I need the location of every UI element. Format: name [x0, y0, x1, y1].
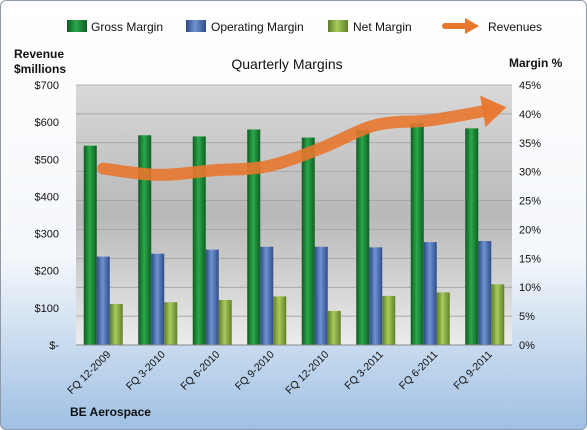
- bar-gross-margin: [192, 136, 206, 345]
- left-tick-label: $200: [35, 266, 59, 278]
- category-labels: FQ 12-2009 FQ 3-2010 FQ 6-2010 FQ 9-2010 FQ …: [65, 349, 495, 397]
- bar-gross-margin: [356, 130, 370, 345]
- right-tick-label: 0%: [519, 340, 535, 352]
- left-tick-label: $700: [35, 80, 59, 92]
- bar-operating-margin: [151, 253, 165, 345]
- bar-net-margin: [382, 295, 396, 345]
- bar-net-margin: [491, 284, 505, 345]
- revenue-line-group: [97, 95, 507, 181]
- right-tick-label: 5%: [519, 311, 535, 323]
- bar-gross-margin: [247, 129, 261, 345]
- category-label: FQ 3-2011: [342, 349, 386, 393]
- category-label: FQ 12-2010: [283, 349, 331, 397]
- legend-label-operating-margin: Operating Margin: [211, 20, 304, 34]
- revenue-arrowhead: [480, 95, 507, 128]
- bar-gross-margin: [465, 128, 479, 345]
- legend-label-net-margin: Net Margin: [353, 20, 412, 34]
- right-tick-label: 45%: [519, 80, 541, 92]
- legend-label-gross-margin: Gross Margin: [91, 20, 163, 34]
- bar-net-margin: [164, 302, 178, 345]
- bar-operating-margin: [478, 241, 492, 345]
- bar-gross-margin: [301, 137, 315, 345]
- right-tick-label: 20%: [519, 224, 541, 236]
- bar-operating-margin: [314, 246, 328, 345]
- bar-gross-margin: [410, 123, 424, 345]
- right-axis-title: Margin %: [509, 56, 563, 70]
- left-axis-title-line1: Revenue: [14, 47, 64, 61]
- legend-swatch-gross-margin: [67, 20, 87, 32]
- bar-operating-margin: [369, 247, 383, 345]
- category-label: FQ 12-2009: [65, 349, 113, 397]
- left-tick-label: $-: [49, 340, 59, 352]
- left-tick-label: $600: [35, 117, 59, 129]
- category-label: FQ 9-2010: [233, 349, 277, 393]
- bar-operating-margin: [205, 249, 219, 345]
- bar-gross-margin: [83, 145, 97, 345]
- category-label: FQ 6-2011: [397, 349, 441, 393]
- category-label: FQ 6-2010: [178, 349, 222, 393]
- bar-operating-margin: [423, 242, 437, 345]
- bar-net-margin: [109, 303, 123, 345]
- legend-swatch-operating-margin: [186, 20, 206, 32]
- legend-swatch-net-margin: [328, 20, 348, 32]
- right-tick-label: 15%: [519, 253, 541, 265]
- right-tick-label: 40%: [519, 109, 541, 121]
- bar-gross-margin: [138, 135, 152, 345]
- bar-net-margin: [327, 310, 341, 345]
- chart-title: Quarterly Margins: [231, 56, 342, 72]
- left-axis-ticks: $- $100 $200 $300 $400 $500 $600 $700: [35, 80, 60, 352]
- bar-net-margin: [218, 299, 232, 345]
- bar-group: [83, 123, 505, 345]
- category-label: FQ 9-2011: [451, 349, 495, 393]
- right-tick-label: 35%: [519, 138, 541, 150]
- legend: Gross Margin Operating Margin Net Margin…: [67, 18, 542, 34]
- bar-operating-margin: [260, 246, 274, 345]
- left-tick-label: $400: [35, 191, 59, 203]
- bar-net-margin: [273, 296, 287, 345]
- right-tick-label: 10%: [519, 282, 541, 294]
- left-tick-label: $300: [35, 229, 59, 241]
- right-tick-label: 30%: [519, 167, 541, 179]
- left-axis-title-line2: $millions: [14, 62, 66, 76]
- category-label: FQ 3-2010: [124, 349, 168, 393]
- right-tick-label: 25%: [519, 196, 541, 208]
- legend-swatch-revenues: [442, 18, 479, 34]
- legend-label-revenues: Revenues: [488, 20, 542, 34]
- footer-company: BE Aerospace: [70, 405, 151, 419]
- right-axis-ticks: 0% 5% 10% 15% 20% 25% 30% 35% 40% 45%: [519, 80, 541, 352]
- bar-operating-margin: [96, 256, 110, 345]
- revenue-line: [97, 105, 491, 181]
- left-tick-label: $500: [35, 154, 59, 166]
- bar-net-margin: [436, 292, 450, 345]
- left-tick-label: $100: [35, 303, 59, 315]
